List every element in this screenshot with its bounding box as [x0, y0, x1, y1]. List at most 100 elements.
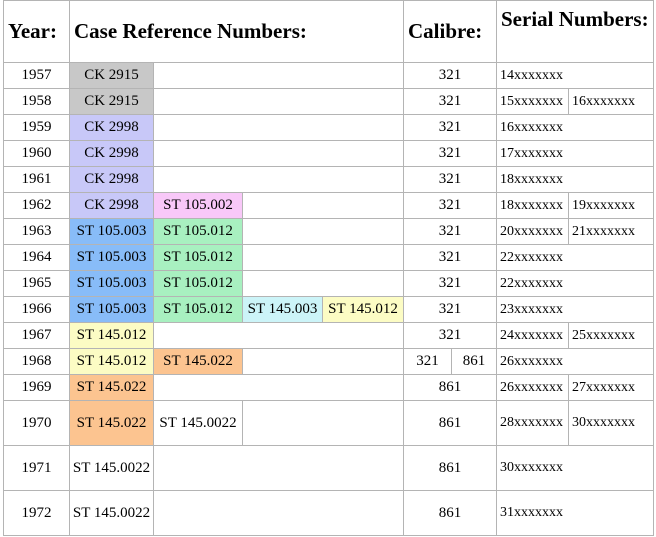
serial-cell: 19xxxxxxx — [567, 192, 655, 219]
serial-cell: 23xxxxxxx — [495, 296, 655, 323]
case-ref-cell: ST 145.022 — [69, 374, 154, 401]
case-ref-cell: ST 145.012 — [69, 348, 154, 375]
empty-cell — [242, 400, 404, 446]
serial-cell: 22xxxxxxx — [495, 270, 655, 297]
serial-cell: 24xxxxxxx — [496, 322, 569, 349]
serial-cell: 18xxxxxxx — [496, 192, 569, 219]
table-row: 1962 CK 2998 ST 105.002 321 18xxxxxxx 19… — [3, 192, 655, 219]
case-ref-cell: ST 105.012 — [153, 244, 243, 271]
case-ref-cell: ST 105.012 — [153, 218, 243, 245]
header-row: Year: Case Reference Numbers: Calibre: S… — [3, 0, 655, 63]
case-ref-cell: CK 2915 — [69, 62, 154, 89]
table-row: 1957 CK 2915 321 14xxxxxxx — [3, 62, 655, 89]
year-cell: 1964 — [3, 244, 70, 271]
serial-cell: 28xxxxxxx — [496, 400, 569, 446]
case-ref-cell: ST 105.003 — [69, 244, 154, 271]
year-cell: 1970 — [3, 400, 70, 446]
table-row: 1964 ST 105.003 ST 105.012 321 22xxxxxxx — [3, 244, 655, 271]
calibre-cell: 321 — [403, 322, 497, 349]
empty-cell — [153, 374, 404, 401]
calibre-cell: 861 — [403, 445, 497, 491]
serial-cell: 31xxxxxxx — [495, 490, 655, 536]
calibre-cell: 321 — [403, 140, 497, 167]
calibre-cell: 321 — [403, 270, 497, 297]
empty-cell — [242, 348, 404, 375]
case-ref-cell: ST 105.012 — [153, 296, 243, 323]
case-ref-cell: ST 145.0022 — [69, 445, 154, 491]
serial-cell: 30xxxxxxx — [495, 445, 655, 491]
table-row: 1965 ST 105.003 ST 105.012 321 22xxxxxxx — [3, 270, 655, 297]
case-ref-cell: ST 105.003 — [69, 218, 154, 245]
year-cell: 1969 — [3, 374, 70, 401]
table-row: 1971 ST 145.0022 861 30xxxxxxx — [3, 445, 655, 491]
calibre-cell: 321 — [403, 88, 497, 115]
case-ref-cell: CK 2998 — [69, 140, 154, 167]
table-row: 1958 CK 2915 321 15xxxxxxx 16xxxxxxx — [3, 88, 655, 115]
year-cell: 1960 — [3, 140, 70, 167]
table-row: 1963 ST 105.003 ST 105.012 321 20xxxxxxx… — [3, 218, 655, 245]
year-cell: 1966 — [3, 296, 70, 323]
empty-cell — [153, 62, 404, 89]
table-row: 1968 ST 145.012 ST 145.022 321 861 26xxx… — [3, 348, 655, 375]
year-cell: 1972 — [3, 490, 70, 536]
year-cell: 1963 — [3, 218, 70, 245]
table-row: 1959 CK 2998 321 16xxxxxxx — [3, 114, 655, 141]
serial-cell: 22xxxxxxx — [495, 244, 655, 271]
calibre-cell: 861 — [403, 490, 497, 536]
case-ref-cell: ST 105.003 — [69, 270, 154, 297]
case-ref-cell: ST 145.0022 — [69, 490, 154, 536]
case-ref-cell: ST 105.012 — [153, 270, 243, 297]
table-row: 1960 CK 2998 321 17xxxxxxx — [3, 140, 655, 167]
case-ref-cell: CK 2998 — [69, 192, 154, 219]
table-row: 1961 CK 2998 321 18xxxxxxx — [3, 166, 655, 193]
case-ref-cell: ST 145.012 — [322, 296, 404, 323]
table-row: 1967 ST 145.012 321 24xxxxxxx 25xxxxxxx — [3, 322, 655, 349]
table-row: 1966 ST 105.003 ST 105.012 ST 145.003 ST… — [3, 296, 655, 323]
case-ref-cell: CK 2915 — [69, 88, 154, 115]
serial-cell: 30xxxxxxx — [567, 400, 655, 446]
empty-cell — [153, 114, 404, 141]
empty-cell — [153, 140, 404, 167]
case-ref-cell: ST 105.002 — [153, 192, 243, 219]
serial-cell: 27xxxxxxx — [567, 374, 655, 401]
serial-cell: 26xxxxxxx — [496, 374, 569, 401]
case-ref-cell: ST 145.0022 — [153, 400, 243, 446]
year-cell: 1957 — [3, 62, 70, 89]
empty-cell — [153, 490, 404, 536]
empty-cell — [242, 244, 404, 271]
case-ref-cell: CK 2998 — [69, 114, 154, 141]
case-ref-cell: CK 2998 — [69, 166, 154, 193]
year-cell: 1965 — [3, 270, 70, 297]
calibre-cell: 861 — [403, 400, 497, 446]
calibre-cell: 321 — [403, 218, 497, 245]
table-row: 1970 ST 145.022 ST 145.0022 861 28xxxxxx… — [3, 400, 655, 446]
calibre-header: Calibre: — [403, 0, 497, 63]
calibre-cell: 321 — [403, 166, 497, 193]
calibre-cell: 321 — [403, 348, 452, 375]
empty-cell — [242, 218, 404, 245]
case-ref-cell: ST 145.003 — [242, 296, 323, 323]
serial-cell: 20xxxxxxx — [496, 218, 569, 245]
reference-table: Year: Case Reference Numbers: Calibre: S… — [3, 0, 655, 536]
serial-cell: 16xxxxxxx — [495, 114, 655, 141]
calibre-cell: 321 — [403, 244, 497, 271]
serial-cell: 16xxxxxxx — [567, 88, 655, 115]
calibre-cell: 321 — [403, 62, 497, 89]
calibre-cell: 321 — [403, 192, 497, 219]
case-header: Case Reference Numbers: — [69, 0, 404, 63]
serial-header: Serial Numbers: — [495, 0, 655, 63]
serial-cell: 15xxxxxxx — [496, 88, 569, 115]
empty-cell — [153, 445, 404, 491]
calibre-cell: 321 — [403, 296, 497, 323]
serial-cell: 17xxxxxxx — [495, 140, 655, 167]
serial-cell: 14xxxxxxx — [495, 62, 655, 89]
empty-cell — [153, 88, 404, 115]
year-cell: 1961 — [3, 166, 70, 193]
calibre-cell: 861 — [451, 348, 497, 375]
empty-cell — [153, 166, 404, 193]
calibre-cell: 321 — [403, 114, 497, 141]
table-row: 1969 ST 145.022 861 26xxxxxxx 27xxxxxxx — [3, 374, 655, 401]
serial-cell: 21xxxxxxx — [567, 218, 655, 245]
empty-cell — [242, 270, 404, 297]
